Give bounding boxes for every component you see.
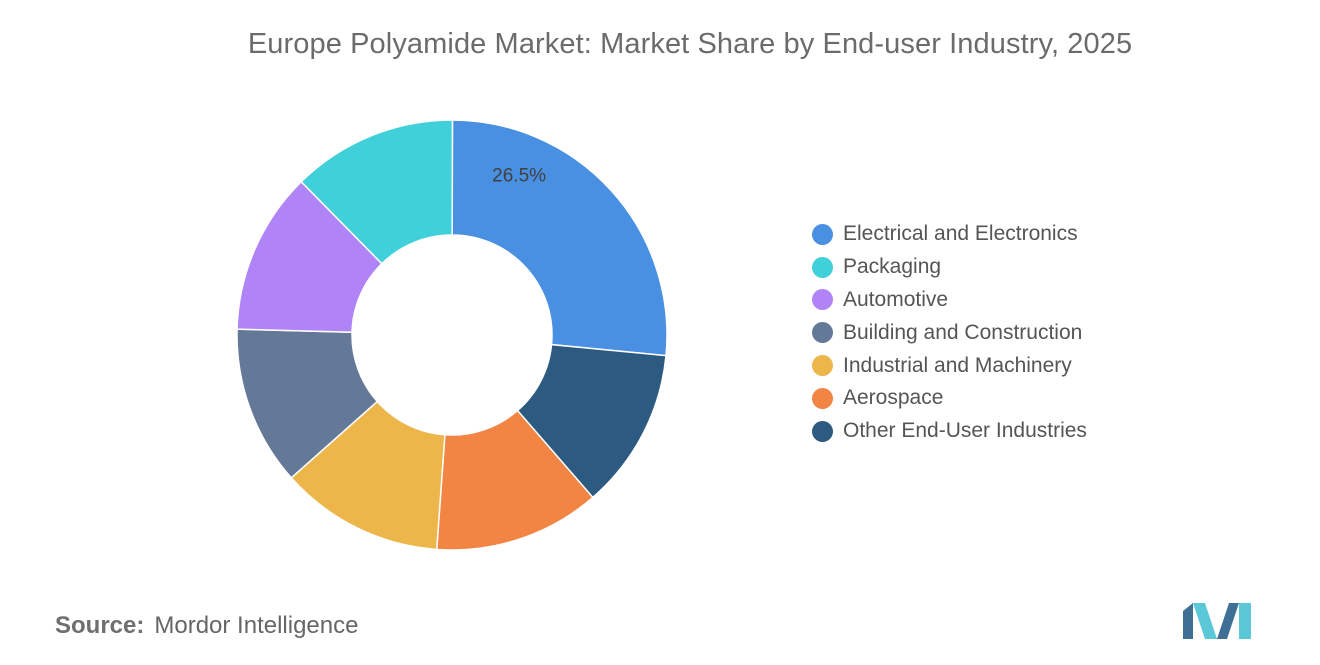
mordor-logo-icon xyxy=(1183,603,1251,639)
source-label: Source: xyxy=(55,612,145,639)
legend-label: Aerospace xyxy=(843,386,944,410)
legend-swatch-icon xyxy=(812,223,833,245)
source-value: Mordor Intelligence xyxy=(154,612,359,639)
source-line: Source: Mordor Intelligence xyxy=(55,612,358,640)
slice-packaging xyxy=(300,119,454,265)
legend-item-aerospace: Aerospace xyxy=(812,382,1087,415)
legend-item-industrial-and-machinery: Industrial and Machinery xyxy=(812,349,1087,382)
chart-legend: Electrical and Electronics Packaging Autom… xyxy=(812,218,1087,448)
legend-item-other-end-user-industries: Other End-User Industries xyxy=(812,415,1087,448)
legend-label: Automotive xyxy=(843,287,949,311)
legend-item-building-and-construction: Building and Construction xyxy=(812,316,1087,349)
legend-label: Other End-User Industries xyxy=(843,419,1087,443)
legend-label: Building and Construction xyxy=(843,320,1083,344)
legend-label: Industrial and Machinery xyxy=(843,353,1072,377)
legend-item-packaging: Packaging xyxy=(812,251,1087,284)
data-label-electrical-and-electronics: 26.5% xyxy=(492,165,546,186)
legend-item-automotive: Automotive xyxy=(812,284,1087,317)
legend-label: Packaging xyxy=(843,255,942,279)
donut-slices xyxy=(236,119,668,551)
legend-swatch-icon xyxy=(812,322,833,344)
legend-swatch-icon xyxy=(812,387,833,409)
legend-swatch-icon xyxy=(812,355,833,377)
legend-label: Electrical and Electronics xyxy=(843,222,1078,246)
legend-item-electrical-and-electronics: Electrical and Electronics xyxy=(812,218,1087,251)
donut-labels: 26.5% xyxy=(492,165,546,186)
legend-swatch-icon xyxy=(812,420,833,442)
slice-electrical-and-electronics xyxy=(451,119,668,357)
legend-swatch-icon xyxy=(812,289,833,311)
legend-swatch-icon xyxy=(812,256,833,278)
chart-title: Europe Polyamide Market: Market Share by… xyxy=(247,28,1133,60)
